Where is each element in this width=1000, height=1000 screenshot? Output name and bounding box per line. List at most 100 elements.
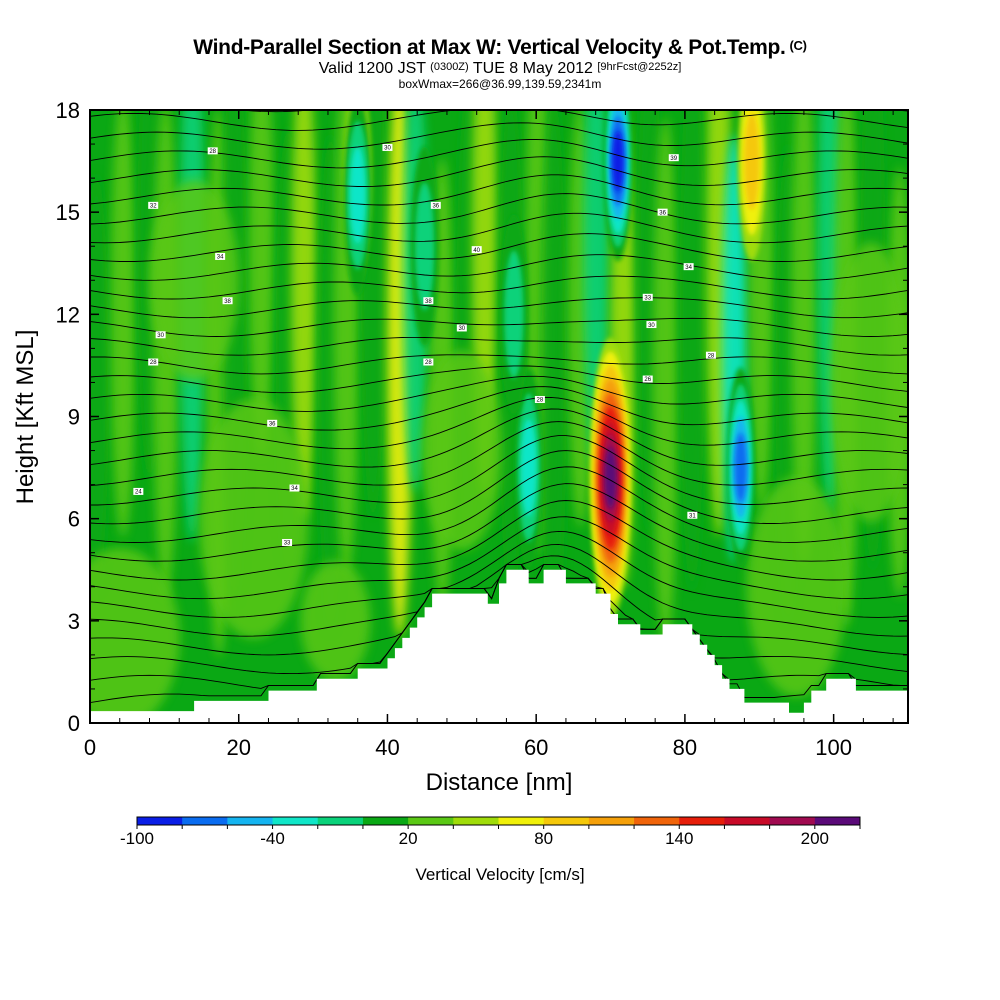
isentrope-label-text: 30 [458, 326, 465, 332]
isentrope-line [90, 275, 908, 300]
x-tick-label: 80 [673, 735, 697, 760]
colorbar-swatch [543, 817, 590, 825]
colorbar-swatch [182, 817, 228, 825]
isentrope-label-text: 30 [648, 323, 655, 329]
isentrope-label: 34 [289, 484, 300, 492]
isentrope-line [90, 336, 908, 356]
isentrope-label-text: 36 [432, 204, 439, 210]
isentrope-label: 40 [471, 246, 482, 254]
isentrope-label-text: 34 [291, 486, 298, 492]
valid-prefix: Valid 1200 JST [318, 60, 426, 77]
colorbar-swatch [272, 817, 319, 825]
colorbar-label: Vertical Velocity [cm/s] [415, 865, 584, 884]
isentrope-label-bg [668, 154, 679, 162]
velocity-band [421, 350, 502, 551]
isentrope-line [90, 139, 908, 169]
isentrope-label-bg [534, 395, 545, 403]
isentrope-label: 36 [430, 201, 441, 210]
isentrope-label-bg [430, 201, 441, 209]
isentrope-label-bg [471, 246, 482, 254]
isentrope-label-bg [215, 252, 226, 260]
downdraft-contour [504, 250, 524, 379]
isentrope-label-bg [289, 484, 300, 492]
updraft-contour [604, 447, 617, 509]
colorbar-tick-label: 140 [665, 829, 693, 848]
isentrope-label-text: 38 [224, 299, 231, 305]
y-tick-label: 18 [56, 98, 80, 123]
valid-date: TUE 8 May 2012 [472, 60, 593, 77]
colorbar-swatch [317, 817, 364, 825]
isentrope-line [237, 110, 908, 113]
colorbar-swatch [634, 817, 680, 825]
isentrope-label-text: 36 [659, 210, 666, 216]
isentrope-line [90, 375, 908, 412]
isentrope-label: 32 [148, 201, 159, 210]
isentrope-label: 26 [642, 375, 653, 383]
y-tick-label: 0 [68, 711, 80, 736]
isentrope-line [90, 408, 908, 468]
isentrope-label-bg [282, 539, 293, 547]
colorbar-swatch [362, 817, 409, 825]
downdraft-contour [521, 419, 537, 517]
isentrope-label-bg [267, 419, 278, 427]
velocity-band [110, 110, 136, 538]
isentrope-label-text: 28 [150, 360, 157, 366]
isentrope-line [90, 193, 908, 225]
isentrope-label: 28 [207, 147, 218, 155]
isentrope-label: 33 [282, 539, 293, 547]
colorbar-tick-label: 200 [801, 829, 829, 848]
terrain [90, 569, 908, 723]
isentrope-label-text: 33 [284, 541, 291, 547]
isentrope-label: 30 [456, 324, 467, 332]
isentrope-label: 38 [423, 297, 434, 305]
isentrope-line [90, 516, 908, 600]
isentrope-label: 30 [382, 143, 393, 152]
isentrope-label-bg [222, 297, 233, 305]
isentrope-label: 36 [267, 419, 278, 428]
colorbar-swatch [769, 817, 816, 825]
isentrope-line [90, 421, 908, 486]
isentrope-label-bg [705, 351, 716, 359]
isentrope-label-bg [687, 511, 698, 519]
isentrope-line [90, 365, 908, 394]
isentrope-label-bg [148, 358, 159, 366]
isentrope-label-bg [657, 208, 668, 216]
isentrope-label-text: 30 [157, 333, 164, 339]
isentrope-line [90, 530, 908, 618]
isentrope-line [90, 233, 908, 262]
isentrope-label-bg [207, 147, 218, 155]
isentrope-label: 28 [705, 351, 716, 359]
isentrope-line [90, 450, 908, 525]
isentrope-label-text: 38 [425, 299, 432, 305]
colorbar: -100 -40 20 80 140 200 [120, 816, 861, 848]
colorbar-tick-label: 20 [399, 829, 418, 848]
isentrope-line [90, 122, 908, 150]
isentrope-label-bg [683, 263, 694, 271]
colorbar-swatch [679, 817, 725, 825]
isentrope-line [90, 483, 908, 562]
isentrope-label-text: 28 [209, 149, 216, 155]
downdraft-contour [415, 182, 435, 311]
velocity-band [679, 110, 705, 593]
isentrope-label-text: 30 [384, 146, 391, 152]
y-tick-label: 15 [56, 200, 80, 225]
y-tick-label: 9 [68, 405, 80, 430]
velocity-band [291, 110, 317, 518]
x-tick-label: 40 [375, 735, 399, 760]
isentrope-label-bg [155, 331, 166, 339]
downdraft-contour [349, 146, 366, 244]
updraft-contour [744, 112, 760, 210]
isentrope-label: 28 [534, 395, 545, 404]
x-axis-label: Distance [nm] [426, 769, 573, 796]
y-tick-label: 3 [68, 609, 80, 634]
colorbar-swatch [724, 817, 771, 825]
isentrope-line [90, 543, 908, 637]
velocity-band [248, 110, 274, 458]
isentrope-label-bg [382, 143, 393, 151]
isentrope-label-text: 28 [537, 398, 544, 404]
y-tick-label: 12 [56, 302, 80, 327]
isentrope-label-text: 33 [644, 296, 651, 302]
colorbar-swatch [498, 817, 545, 825]
isentrope-label-text: 28 [425, 360, 432, 366]
